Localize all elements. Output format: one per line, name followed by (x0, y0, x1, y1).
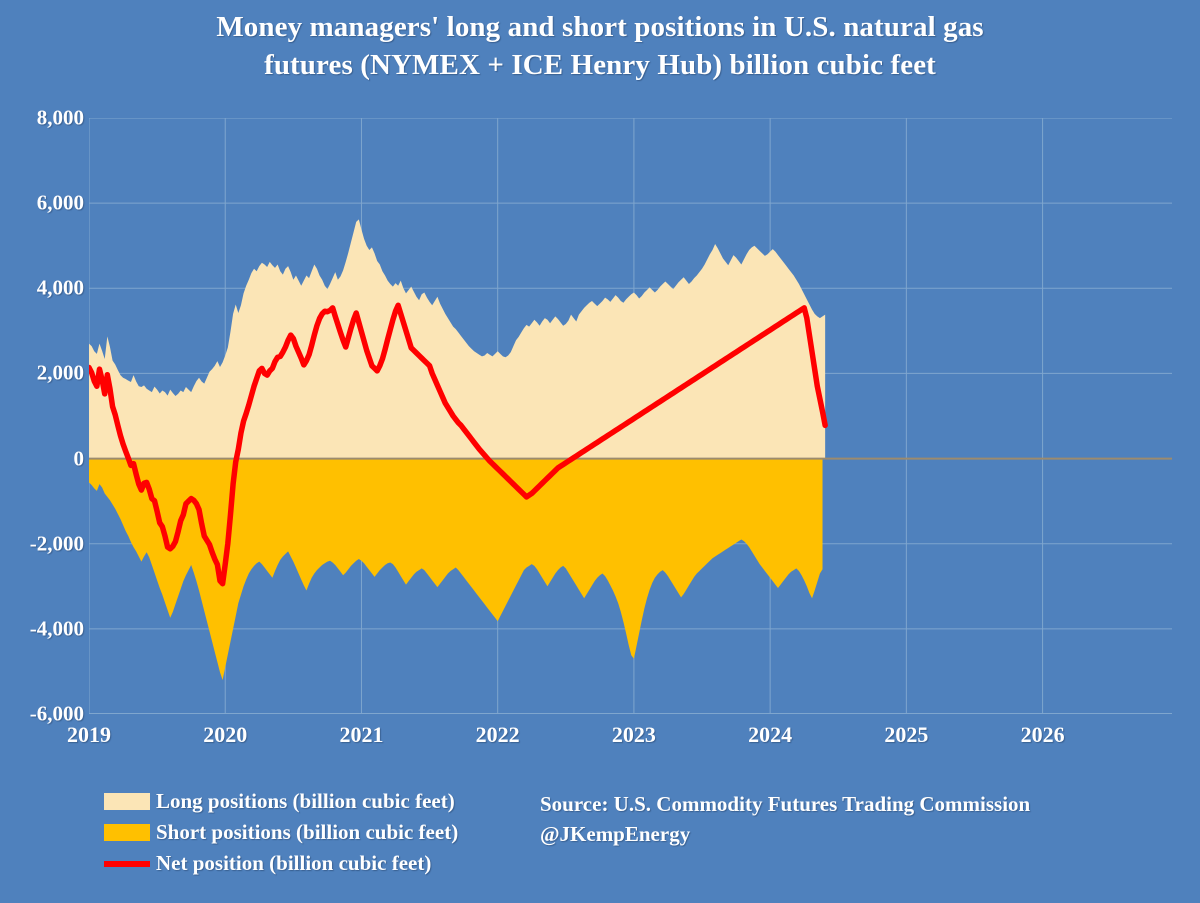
x-axis-tick-label: 2019 (67, 722, 111, 747)
x-axis-tick-label: 2026 (1020, 722, 1065, 747)
source-attribution: Source: U.S. Commodity Futures Trading C… (540, 789, 1180, 849)
x-axis: 2019 2020 2021 2022 2023 2024 2025 2026 (67, 722, 1172, 762)
y-axis-tick-label: -6,000 (29, 701, 84, 726)
long-positions-area (89, 219, 826, 459)
chart-canvas (89, 118, 1172, 714)
long-color-swatch (104, 793, 150, 810)
y-axis-tick-label: 2,000 (36, 360, 84, 385)
x-axis-tick-label: 2021 (339, 722, 384, 747)
source-line-1: Source: U.S. Commodity Futures Trading C… (540, 792, 1031, 816)
x-axis-tick-label: 2025 (884, 722, 929, 747)
source-handle: @JKempEnergy (540, 822, 691, 846)
y-axis-tick-label: 6,000 (36, 190, 84, 215)
short-positions-area (89, 458, 823, 680)
y-axis-tick-label: -4,000 (29, 616, 84, 641)
short-color-swatch (104, 824, 150, 841)
page-title-line-1: Money managers' long and short positions… (216, 11, 984, 43)
y-axis: 8,000 6,000 4,000 2,000 0 -2,000 -4,000 -6,000 (0, 106, 85, 726)
y-axis-tick-label: 8,000 (36, 105, 84, 130)
page-title: Money managers' long and short positions… (60, 8, 1140, 84)
chart-legend: Long positions (billion cubic feet) Shor… (104, 786, 534, 879)
y-axis-tick-label: -2,000 (29, 531, 84, 556)
legend-label-short: Short positions (billion cubic feet) (156, 820, 459, 844)
x-axis-tick-label: 2023 (611, 722, 656, 747)
page-title-line-2: futures (NYMEX + ICE Henry Hub) billion … (264, 49, 936, 81)
x-axis-tick-label: 2024 (748, 722, 793, 747)
x-axis-tick-label: 2020 (203, 722, 248, 747)
x-axis-tick-label: 2022 (475, 722, 520, 747)
legend-item-short[interactable]: Short positions (billion cubic feet) (104, 817, 534, 848)
legend-item-net[interactable]: Net position (billion cubic feet) (104, 848, 534, 879)
net-position-line (89, 302, 828, 587)
legend-label-net: Net position (billion cubic feet) (156, 851, 432, 875)
legend-item-long[interactable]: Long positions (billion cubic feet) (104, 786, 534, 817)
net-line-swatch (104, 861, 150, 867)
plot-area (89, 118, 1172, 714)
y-axis-tick-label: 4,000 (36, 275, 84, 300)
y-axis-tick-label: 0 (73, 446, 85, 471)
legend-label-long: Long positions (billion cubic feet) (156, 789, 455, 813)
